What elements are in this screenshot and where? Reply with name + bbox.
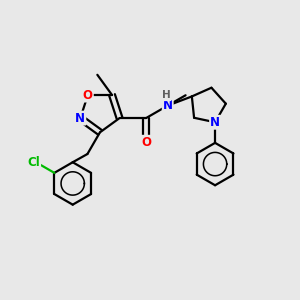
Text: O: O — [83, 88, 93, 101]
Text: N: N — [163, 99, 173, 112]
Text: Cl: Cl — [27, 156, 40, 169]
Text: N: N — [75, 112, 85, 124]
Text: N: N — [210, 116, 220, 129]
Text: O: O — [141, 136, 151, 149]
Text: H: H — [162, 90, 171, 100]
